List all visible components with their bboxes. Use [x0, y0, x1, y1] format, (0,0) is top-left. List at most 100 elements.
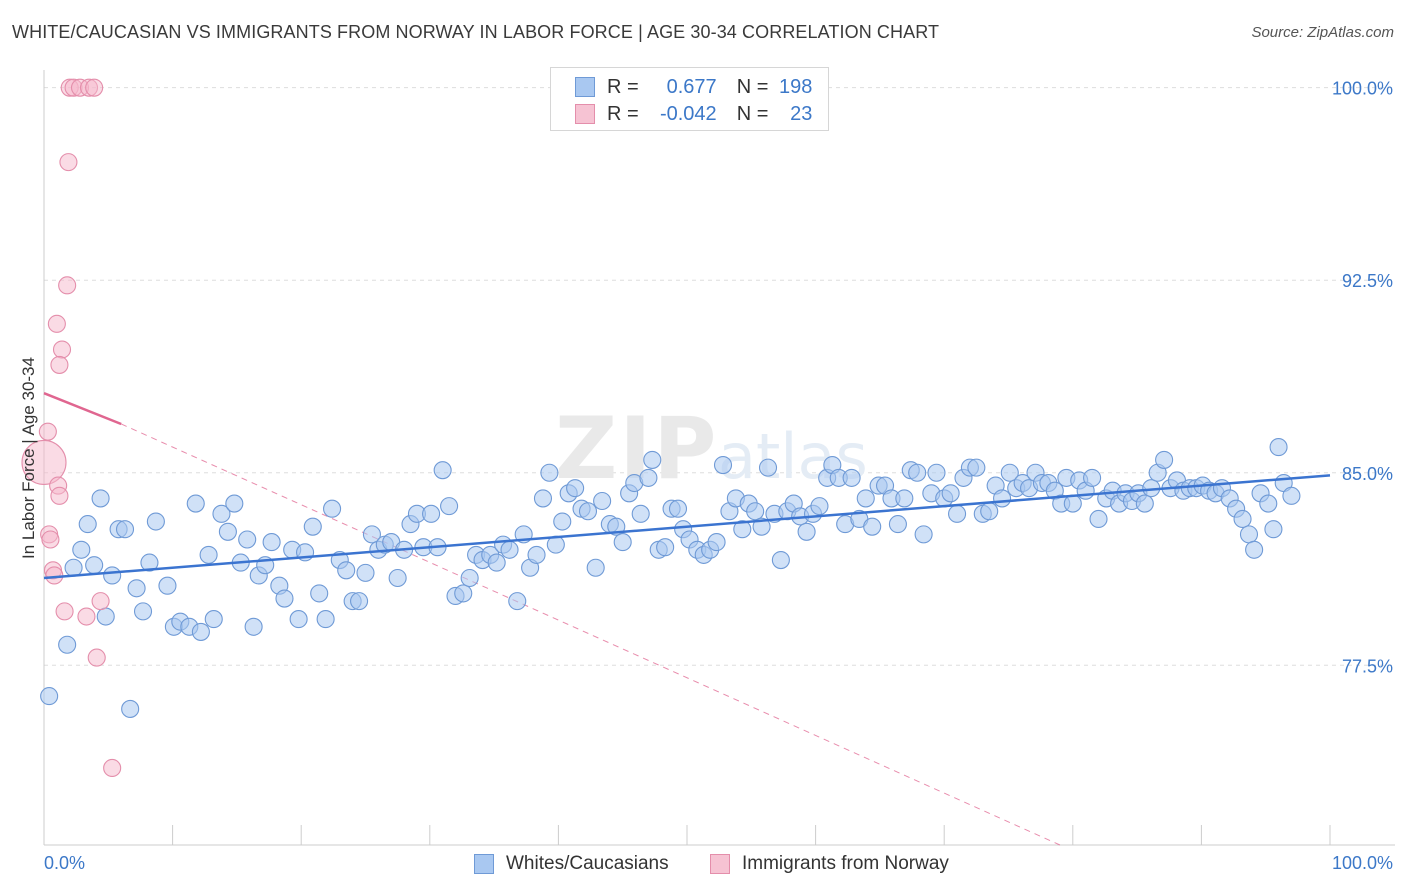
- blue-data-point: [127, 579, 146, 598]
- pink-data-point: [91, 592, 110, 611]
- x-tick-label: 0.0%: [44, 853, 85, 873]
- pink-data-point: [47, 314, 66, 333]
- blue-data-point: [140, 553, 159, 572]
- blue-data-point: [643, 450, 662, 469]
- blue-data-point: [78, 515, 97, 534]
- blue-data-point: [199, 545, 218, 564]
- blue-data-point: [1063, 494, 1082, 513]
- legend-r-label: R =: [607, 102, 639, 125]
- legend-n-value: 23: [790, 102, 813, 125]
- blue-data-point: [121, 699, 140, 718]
- blue-data-point: [64, 558, 83, 577]
- blue-data-point: [303, 517, 322, 536]
- pink-data-point: [87, 648, 106, 667]
- blue-data-point: [85, 556, 104, 575]
- blue-data-point: [707, 533, 726, 552]
- legend-swatch-blue: [575, 77, 595, 97]
- blue-data-point: [578, 502, 598, 521]
- blue-data-point: [508, 592, 527, 611]
- legend-row-norway: R = -0.042 N = 23: [575, 102, 812, 126]
- blue-data-point: [422, 504, 441, 523]
- blue-data-point: [586, 558, 605, 577]
- blue-data-point: [1239, 525, 1259, 544]
- bottom-legend-swatch-blue: [474, 854, 494, 874]
- tick-labels: 77.5% 85.0% 92.5% 100.0% 0.0% 100.0%: [44, 79, 1393, 873]
- blue-data-point: [191, 622, 210, 641]
- blue-data-point: [758, 458, 778, 477]
- bottom-legend-label-whites: Whites/Caucasians: [506, 853, 669, 874]
- blue-data-point: [289, 610, 308, 629]
- source-label: Source: ZipAtlas.com: [1251, 24, 1394, 41]
- blue-data-point: [927, 463, 946, 482]
- pink-data-point: [55, 602, 74, 621]
- chart-title: WHITE/CAUCASIAN VS IMMIGRANTS FROM NORWA…: [12, 22, 940, 42]
- blue-data-point: [941, 484, 960, 503]
- blue-data-point: [58, 635, 77, 654]
- blue-trend-line: [43, 474, 1331, 580]
- legend-swatch-pink: [575, 104, 595, 124]
- blue-data-point: [91, 489, 110, 508]
- blue-data-point: [1269, 438, 1288, 457]
- pink-data-point: [58, 276, 77, 295]
- y-tick-label: 100.0%: [1332, 79, 1393, 99]
- blue-data-point: [460, 568, 479, 588]
- legend-r-value: -0.042: [659, 102, 717, 125]
- blue-data-point: [1282, 486, 1301, 505]
- blue-data-point: [752, 517, 771, 536]
- blue-data-point: [980, 502, 999, 521]
- blue-data-point: [1155, 450, 1174, 469]
- blue-data-point: [1135, 494, 1154, 513]
- blue-data-point: [1259, 494, 1278, 513]
- legend-r-value: 0.677: [666, 75, 717, 98]
- blue-data-point: [713, 456, 733, 475]
- blue-data-point: [103, 566, 122, 585]
- pink-trend-solid: [43, 392, 122, 426]
- pink-data-point: [103, 758, 122, 778]
- blue-data-point: [1089, 509, 1108, 529]
- blue-data-point: [115, 520, 135, 539]
- blue-data-point: [186, 494, 205, 513]
- legend-n-label: N =: [736, 102, 769, 125]
- bottom-legend-norway: Immigrants from Norway: [710, 851, 949, 877]
- blue-data-point: [337, 561, 356, 580]
- pink-data-point: [77, 607, 96, 626]
- pink-data-point: [50, 355, 69, 374]
- pink-data-point: [45, 566, 64, 585]
- pink-data-point: [85, 78, 104, 97]
- blue-data-point: [639, 468, 658, 487]
- pink-data-point: [52, 340, 72, 359]
- correlation-legend: R = 0.677 N = 198 R = -0.042 N = 23: [550, 67, 829, 131]
- blue-data-point: [613, 533, 632, 552]
- legend-n-value: 198: [779, 75, 813, 98]
- blue-data-point: [323, 499, 342, 518]
- blue-data-point: [440, 497, 459, 516]
- blue-data-point: [225, 494, 244, 513]
- blue-data-point: [1245, 540, 1264, 559]
- blue-data-point: [146, 512, 165, 531]
- x-tick-label: 100.0%: [1332, 853, 1393, 873]
- blue-data-point: [1000, 463, 1019, 482]
- blue-data-point: [856, 489, 875, 508]
- pink-data-point: [21, 439, 67, 486]
- blue-data-point: [1083, 468, 1102, 487]
- y-tick-label: 85.0%: [1342, 464, 1393, 484]
- blue-data-point: [212, 504, 231, 523]
- blue-data-point: [810, 497, 829, 516]
- bottom-legend-label-norway: Immigrants from Norway: [742, 853, 949, 874]
- blue-data-point: [631, 504, 650, 523]
- blue-data-point: [362, 525, 381, 544]
- blue-data-point: [310, 584, 329, 603]
- blue-data-point: [238, 530, 257, 549]
- legend-r-label: R =: [607, 75, 639, 98]
- blue-data-point: [842, 468, 861, 487]
- pink-point-group: [21, 78, 122, 778]
- blue-data-point: [500, 540, 519, 559]
- blue-data-point: [863, 517, 882, 536]
- blue-data-point: [433, 461, 452, 480]
- blue-data-point: [797, 522, 816, 541]
- blue-data-point: [771, 550, 790, 570]
- blue-data-point: [218, 522, 237, 541]
- blue-data-point: [158, 576, 177, 595]
- blue-data-point: [733, 520, 752, 539]
